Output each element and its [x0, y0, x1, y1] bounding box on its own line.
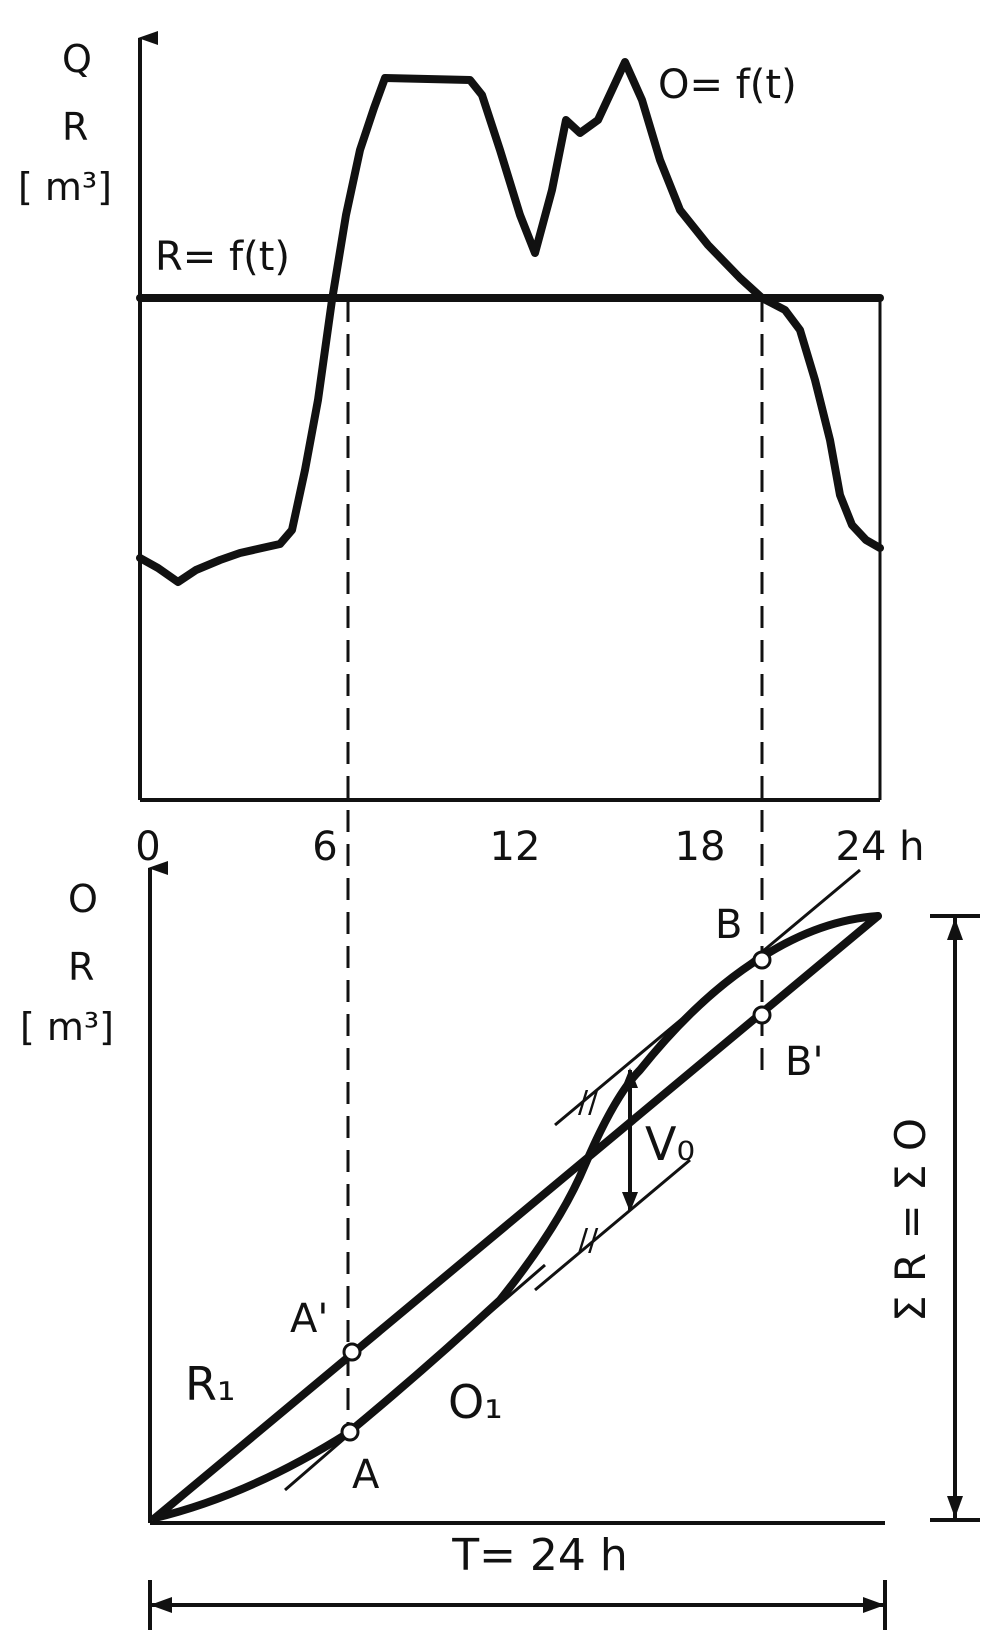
tangent-line-lower-ext	[534, 1158, 691, 1292]
period-arrow-head-left	[150, 1597, 172, 1613]
cumulative-supply-label: R₁	[185, 1357, 235, 1411]
point-b	[752, 950, 772, 970]
point-b-label: B	[715, 902, 742, 948]
bottom-y-label-line2: R	[68, 945, 94, 989]
total-arrow-head-top	[947, 918, 963, 940]
point-a	[340, 1422, 360, 1442]
cumulative-supply-line	[151, 912, 882, 1522]
storage-arrow-head-bottom	[622, 1192, 638, 1212]
demand-rate-label: O= f(t)	[658, 62, 797, 108]
x-tick-24: 24 h	[836, 824, 925, 870]
top-y-label-line3: [ m³]	[18, 165, 112, 209]
total-volume-label: Σ R = Σ O	[886, 1118, 935, 1322]
top-chart: Q R [ m³] 0 6 12 18 24 h R= f(t) O= f(t)	[18, 31, 925, 870]
top-y-label-line2: R	[62, 105, 88, 149]
cumulative-demand-label: O₁	[448, 1375, 503, 1429]
tangent-mark-lower: //	[578, 1223, 599, 1258]
x-tick-12: 12	[490, 824, 541, 870]
storage-arrow-head-top	[622, 1068, 638, 1088]
period-label: T= 24 h	[451, 1530, 628, 1581]
demand-rate-curve	[136, 58, 884, 586]
bottom-y-label-line3: [ m³]	[20, 1005, 114, 1049]
top-y-label-line1: Q	[62, 37, 92, 81]
point-a-label: A	[352, 1452, 380, 1498]
point-b-prime-label: B'	[785, 1039, 823, 1085]
storage-volume-label: V₀	[645, 1117, 695, 1171]
bottom-y-label-line1: O	[68, 877, 98, 921]
total-arrow-head-bottom	[947, 1496, 963, 1518]
x-tick-6: 6	[312, 824, 337, 870]
tangent-line-upper	[554, 868, 861, 1127]
supply-rate-label: R= f(t)	[155, 234, 290, 280]
bottom-chart: O R [ m³] R₁ O₁ // // V₀ A' A B B'	[20, 861, 980, 1630]
x-tick-18: 18	[675, 824, 726, 870]
tangent-line-lower	[284, 1263, 546, 1492]
point-b-prime	[752, 1005, 772, 1025]
period-arrow-head-right	[863, 1597, 885, 1613]
point-a-prime-label: A'	[290, 1296, 328, 1342]
x-tick-0: 0	[135, 824, 160, 870]
point-a-prime	[342, 1342, 362, 1362]
tangent-mark-upper: //	[578, 1085, 599, 1120]
